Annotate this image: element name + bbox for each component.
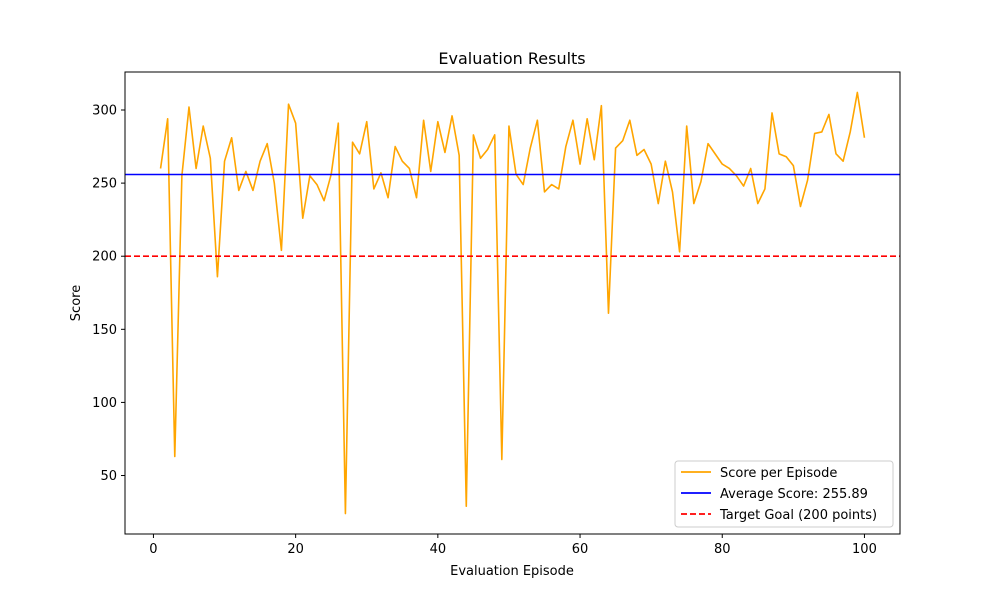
x-tick-label: 100: [852, 542, 877, 557]
x-axis-title: Evaluation Episode: [450, 564, 574, 579]
axes: 0 20 40 60 80 100 50 100 150 200 250 300: [92, 71, 901, 557]
y-tick-label: 150: [92, 323, 117, 338]
y-tick-label: 250: [92, 177, 117, 192]
legend-label-1: Average Score: 255.89: [720, 487, 868, 502]
legend: Score per Episode Average Score: 255.89 Ta…: [674, 460, 894, 528]
x-tick-label: 60: [572, 542, 589, 557]
x-tick-label: 0: [149, 542, 157, 557]
plot-area: [125, 91, 900, 515]
legend-label-0: Score per Episode: [720, 466, 837, 481]
chart-title: Evaluation Results: [438, 49, 585, 68]
y-tick-label: 300: [92, 104, 117, 119]
y-tick-label: 200: [92, 250, 117, 265]
x-tick-label: 40: [430, 542, 447, 557]
series-line-0: [159, 91, 866, 515]
y-tick-label: 50: [100, 469, 117, 484]
x-tick-label: 20: [287, 542, 304, 557]
y-tick-label: 100: [92, 396, 117, 411]
y-axis-title: Score: [69, 285, 84, 321]
legend-box: [674, 460, 894, 528]
plot-frame: [124, 71, 901, 535]
x-tick-label: 80: [714, 542, 731, 557]
legend-label-2: Target Goal (200 points): [719, 508, 877, 523]
